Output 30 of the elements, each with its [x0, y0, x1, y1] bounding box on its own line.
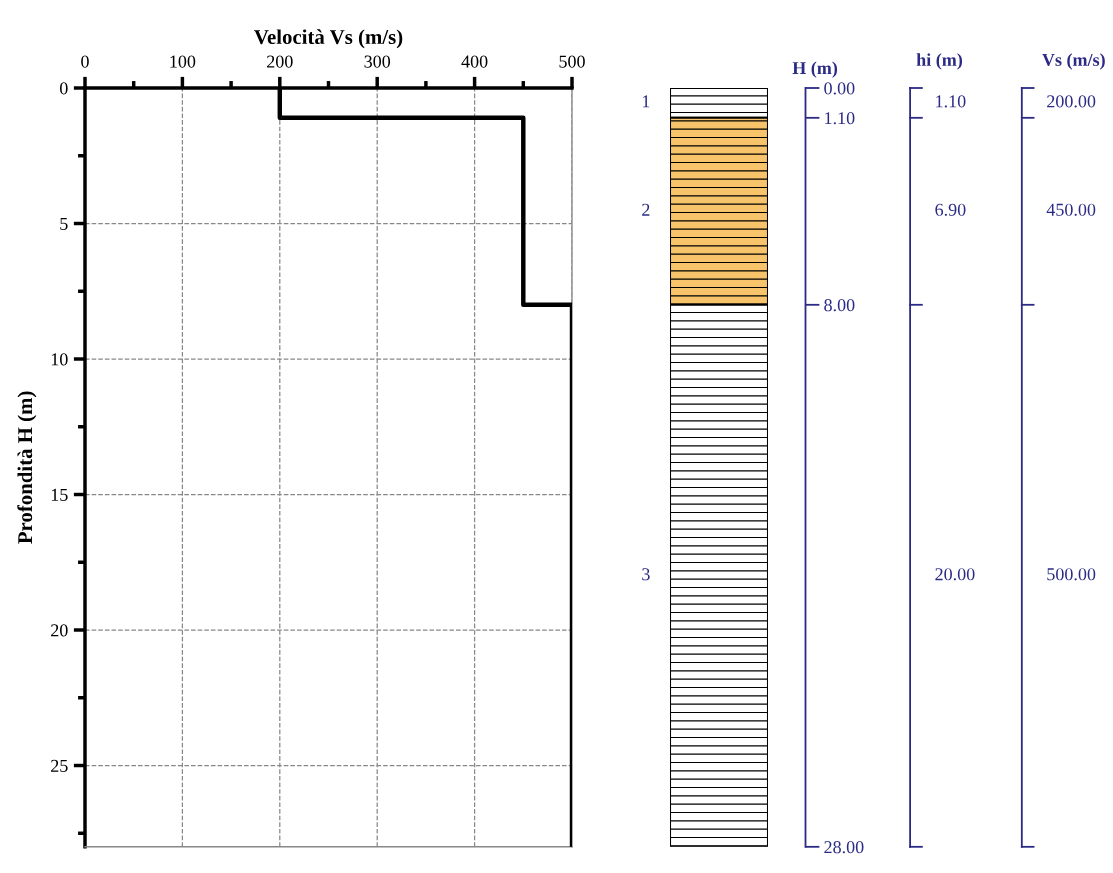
y-tick-label: 0.00 [824, 82, 855, 95]
x-axis-title: Velocità Vs (m/s) [254, 29, 403, 49]
series-label: 3 [642, 568, 650, 581]
y-tick-label: 10 [51, 353, 68, 366]
y-tick-label: 1.10 [825, 112, 855, 125]
text: 20.00 [935, 568, 975, 581]
x-tick-label: 200 [267, 55, 293, 68]
y-tick-label: 8.00 [824, 299, 855, 312]
y-tick-label: 25 [51, 759, 68, 772]
text: Vs (m/s) [1042, 53, 1105, 70]
text: 500.00 [1047, 568, 1096, 581]
y-tick-label: 5 [60, 217, 68, 230]
y-tick-label: 28.00 [824, 841, 864, 854]
series-label: 2 [642, 203, 650, 216]
x-tick-label: 300 [364, 55, 391, 68]
text: hi (m) [916, 53, 963, 70]
x-tick-label: 100 [170, 55, 196, 68]
text: 6.90 [935, 203, 966, 216]
y-axis-title: H (m) [792, 61, 838, 78]
y-tick-label: 20 [51, 624, 68, 637]
y-tick-label: 15 [51, 488, 68, 501]
text: 450.00 [1046, 203, 1096, 216]
x-tick-label: 500 [559, 55, 585, 68]
text: 1.10 [936, 95, 966, 108]
x-tick-label: 400 [461, 55, 488, 68]
y-tick-label: 0 [59, 82, 68, 95]
y-axis-title: Profondità H (m) [17, 391, 37, 544]
series-label: 1 [642, 95, 650, 108]
x-tick-label: 0 [81, 55, 89, 68]
text: 200.00 [1047, 95, 1096, 108]
